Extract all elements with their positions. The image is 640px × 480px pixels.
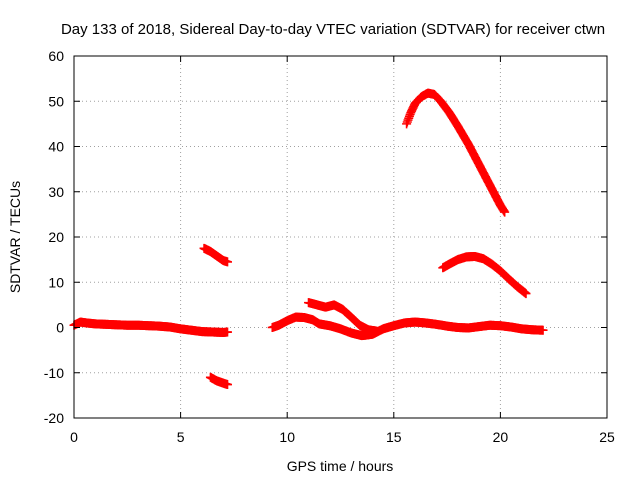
data-series: [267, 312, 548, 341]
y-tick-label: 20: [48, 229, 64, 245]
y-axis-label: SDTVAR / TECUs: [7, 181, 23, 293]
data-series: [69, 317, 233, 337]
ticks: 0 5 10 15 20 25 -20 -10 0 10 20 30 40 50 60: [44, 48, 615, 445]
data-point: [223, 327, 233, 337]
data-series: [304, 298, 382, 336]
data-point: [372, 326, 382, 336]
grid: [74, 56, 607, 418]
y-tick-label: 50: [48, 93, 64, 109]
plot-frame: [73, 55, 608, 419]
y-tick-label: 60: [48, 48, 64, 64]
data-point: [500, 207, 510, 217]
x-tick-label: 5: [177, 429, 185, 445]
data-series: [199, 243, 233, 267]
data-layer: [69, 88, 548, 390]
x-tick-label: 25: [599, 429, 615, 445]
chart-title: Day 133 of 2018, Sidereal Day-to-day VTE…: [61, 21, 605, 38]
x-tick-label: 10: [279, 429, 295, 445]
y-tick-label: -20: [44, 410, 64, 426]
x-tick-label: 15: [386, 429, 402, 445]
x-axis-label: GPS time / hours: [287, 458, 394, 474]
y-tick-label: 0: [56, 320, 64, 336]
data-series: [205, 372, 233, 390]
data-point: [521, 289, 531, 299]
data-point: [223, 257, 233, 267]
y-tick-label: -10: [44, 365, 64, 381]
y-tick-label: 30: [48, 184, 64, 200]
data-series: [402, 88, 510, 217]
data-point: [538, 325, 548, 335]
x-tick-label: 20: [493, 429, 509, 445]
data-point: [223, 380, 233, 390]
x-tick-label: 0: [70, 429, 78, 445]
y-tick-label: 40: [48, 139, 64, 155]
y-tick-label: 10: [48, 274, 64, 290]
data-series: [438, 251, 531, 299]
